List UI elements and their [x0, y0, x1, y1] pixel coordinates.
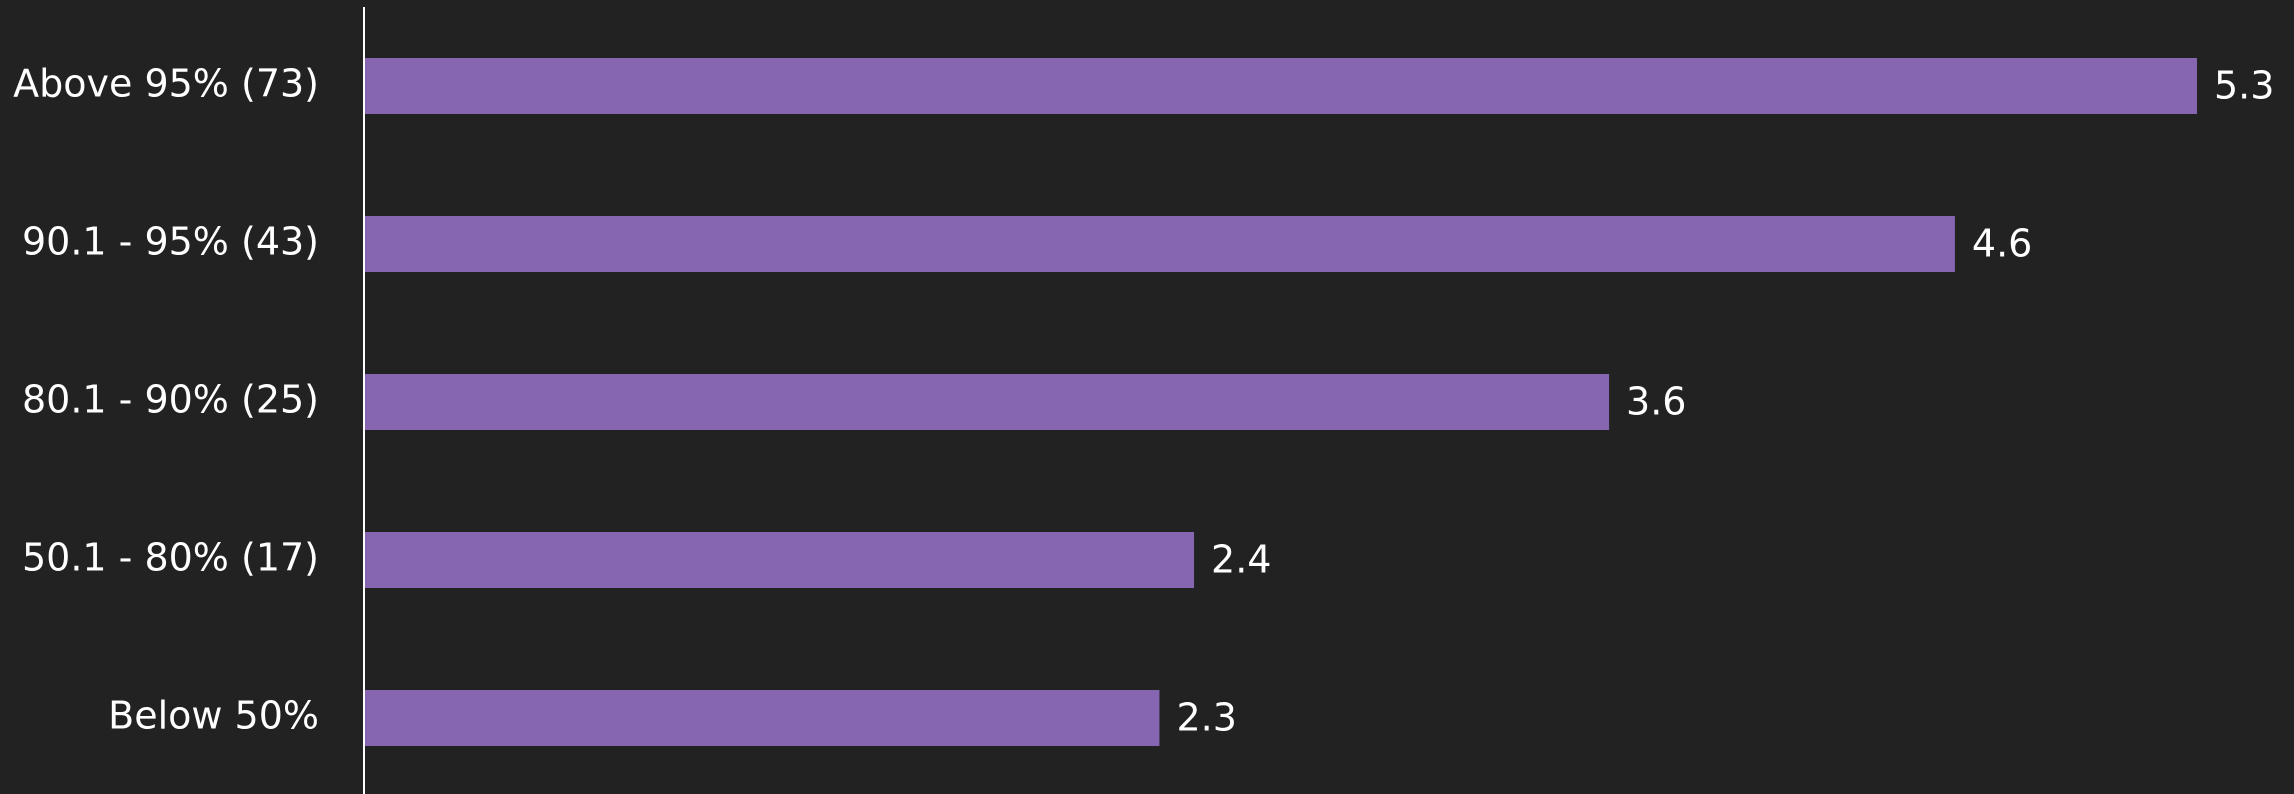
- bar: [364, 374, 1610, 430]
- y-tick-label: Below 50%: [108, 694, 319, 738]
- y-tick-label: Above 95% (73): [13, 62, 319, 106]
- data-label: 3.6: [1626, 380, 1686, 424]
- y-tick-label: 80.1 - 90% (25): [22, 378, 319, 422]
- bar: [364, 690, 1160, 746]
- data-label: 5.3: [2214, 64, 2274, 108]
- bar: [364, 216, 1955, 272]
- data-label: 2.4: [1211, 538, 1271, 582]
- data-label: 2.3: [1176, 696, 1236, 740]
- bar: [364, 58, 2197, 114]
- bar: [364, 532, 1195, 588]
- data-label: 4.6: [1972, 222, 2032, 266]
- y-tick-label: 90.1 - 95% (43): [22, 220, 319, 264]
- y-tick-label: 50.1 - 80% (17): [22, 536, 319, 580]
